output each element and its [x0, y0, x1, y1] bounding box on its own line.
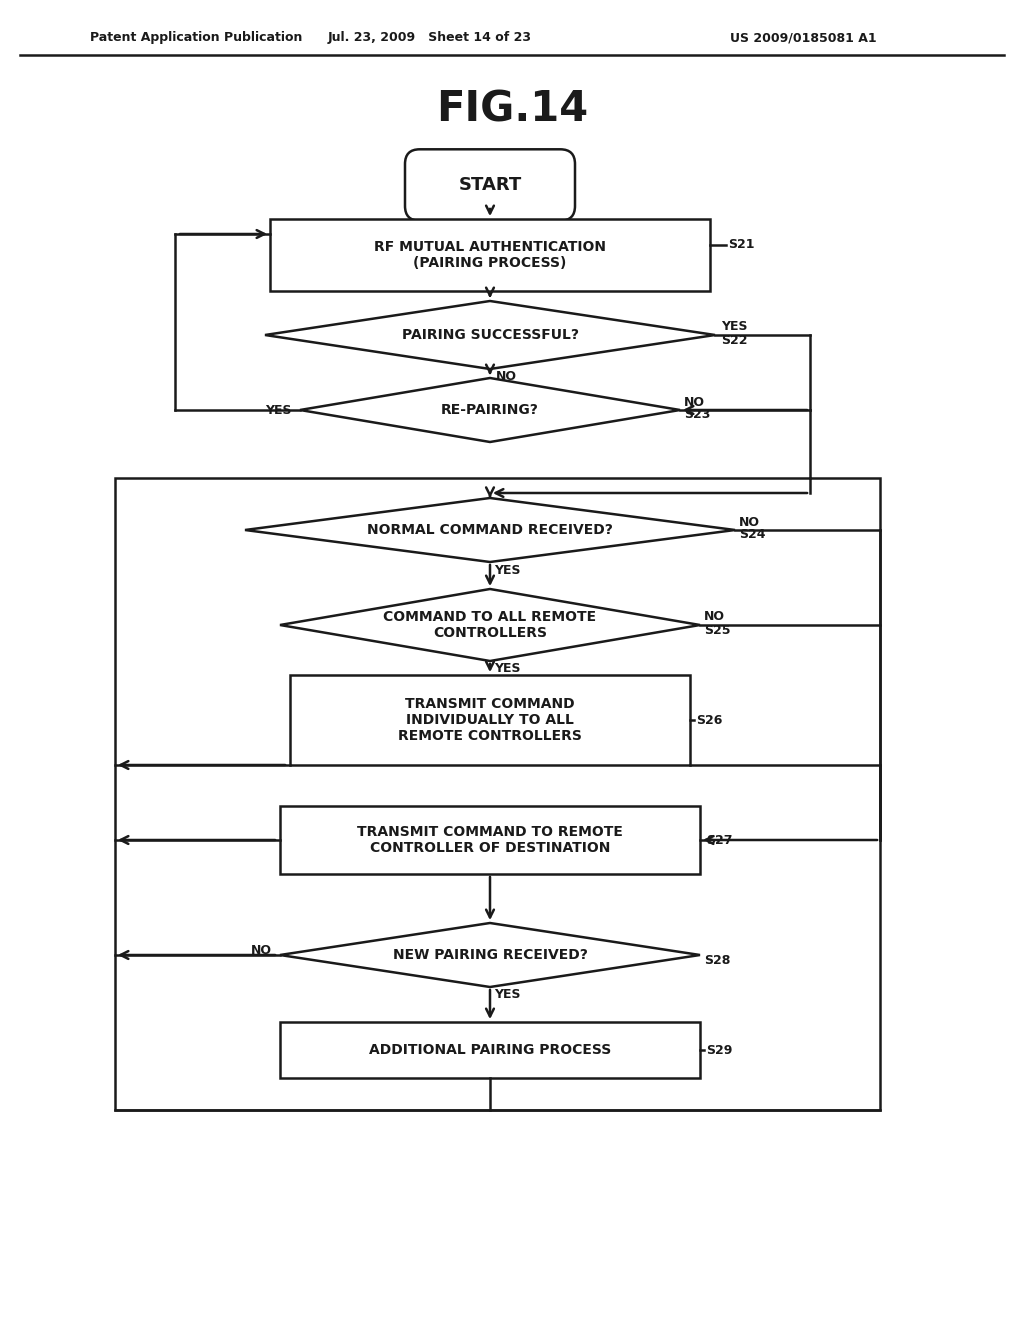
Text: FIG.14: FIG.14	[436, 88, 588, 131]
Text: YES: YES	[494, 989, 520, 1002]
Text: Jul. 23, 2009   Sheet 14 of 23: Jul. 23, 2009 Sheet 14 of 23	[328, 32, 532, 45]
FancyBboxPatch shape	[406, 149, 575, 220]
Text: S23: S23	[684, 408, 711, 421]
Text: RE-PAIRING?: RE-PAIRING?	[441, 403, 539, 417]
Text: TRANSMIT COMMAND TO REMOTE
CONTROLLER OF DESTINATION: TRANSMIT COMMAND TO REMOTE CONTROLLER OF…	[357, 825, 623, 855]
Bar	[280, 807, 700, 874]
Text: YES: YES	[494, 663, 520, 676]
Text: YES: YES	[721, 321, 748, 334]
Polygon shape	[280, 589, 700, 661]
Text: NO: NO	[684, 396, 705, 408]
Text: S25: S25	[705, 623, 730, 636]
Text: START: START	[459, 176, 521, 194]
Text: PAIRING SUCCESSFUL?: PAIRING SUCCESSFUL?	[401, 327, 579, 342]
Bar	[280, 1022, 700, 1078]
Text: NO: NO	[496, 371, 517, 384]
Text: S27: S27	[706, 833, 732, 846]
Text: YES: YES	[494, 564, 520, 577]
Text: S22: S22	[721, 334, 748, 346]
Bar	[270, 219, 710, 290]
Polygon shape	[300, 378, 680, 442]
Bar	[115, 478, 880, 1110]
Text: RF MUTUAL AUTHENTICATION
(PAIRING PROCESS): RF MUTUAL AUTHENTICATION (PAIRING PROCES…	[374, 240, 606, 271]
Text: TRANSMIT COMMAND
INDIVIDUALLY TO ALL
REMOTE CONTROLLERS: TRANSMIT COMMAND INDIVIDUALLY TO ALL REM…	[398, 697, 582, 743]
Polygon shape	[265, 301, 715, 370]
Text: NO: NO	[705, 610, 725, 623]
Bar	[290, 675, 690, 766]
Text: S28: S28	[705, 953, 730, 966]
Polygon shape	[280, 923, 700, 987]
Text: YES: YES	[265, 404, 292, 417]
Text: S29: S29	[706, 1044, 732, 1056]
Text: NEW PAIRING RECEIVED?: NEW PAIRING RECEIVED?	[392, 948, 588, 962]
Text: NORMAL COMMAND RECEIVED?: NORMAL COMMAND RECEIVED?	[367, 523, 613, 537]
Text: Patent Application Publication: Patent Application Publication	[90, 32, 302, 45]
Text: NO: NO	[251, 944, 272, 957]
Text: NO: NO	[739, 516, 760, 528]
Text: S26: S26	[696, 714, 722, 726]
Text: COMMAND TO ALL REMOTE
CONTROLLERS: COMMAND TO ALL REMOTE CONTROLLERS	[383, 610, 597, 640]
Text: S21: S21	[728, 239, 755, 252]
Polygon shape	[245, 498, 735, 562]
Text: S24: S24	[739, 528, 766, 541]
Text: US 2009/0185081 A1: US 2009/0185081 A1	[730, 32, 877, 45]
Text: ADDITIONAL PAIRING PROCESS: ADDITIONAL PAIRING PROCESS	[369, 1043, 611, 1057]
